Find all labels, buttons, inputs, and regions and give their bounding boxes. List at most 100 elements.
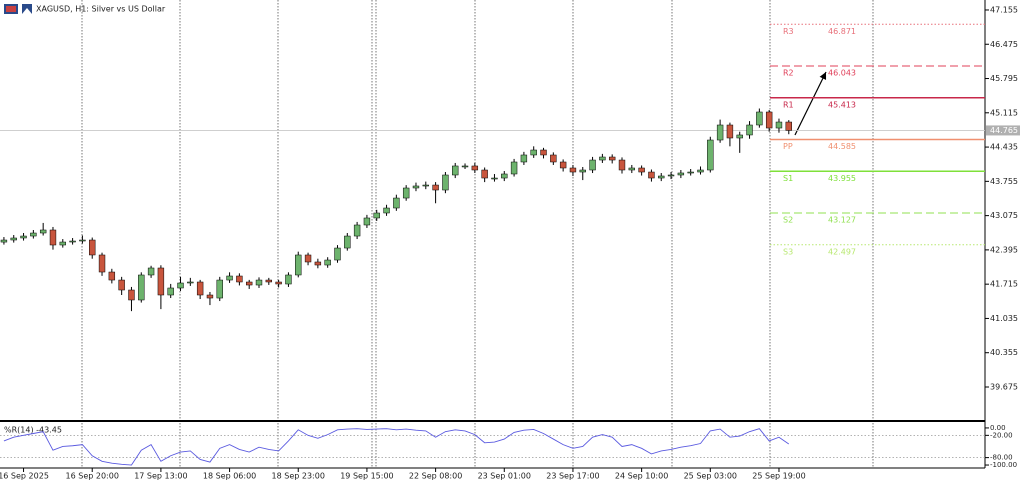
x-tick-label: 19 Sep 15:00: [340, 472, 393, 481]
wpr-line: [3, 428, 790, 466]
candle-body: [520, 154, 528, 163]
candle-body: [422, 184, 429, 187]
y-tick-label: -80.00: [990, 454, 1013, 462]
pivot-value: 43.127: [828, 215, 856, 224]
y-tick-label: 43.075: [990, 211, 1018, 220]
y-tick-label: 45.115: [990, 108, 1018, 117]
candle-body: [79, 239, 86, 242]
candle-body: [501, 173, 508, 179]
x-tick-label: 18 Sep 06:00: [203, 472, 256, 481]
candle-body: [687, 171, 694, 174]
symbol-icon: [4, 4, 32, 14]
candle-body: [363, 217, 371, 226]
candle-body: [726, 124, 734, 139]
candle-body: [128, 289, 135, 301]
candle-body: [481, 169, 488, 179]
pivot-name: PP: [783, 142, 793, 151]
candle-body: [98, 254, 106, 273]
y-tick-label: 0.00: [990, 424, 1006, 432]
candle-body: [716, 124, 724, 141]
candle-body: [167, 287, 174, 296]
candle-body: [49, 229, 57, 246]
candle-body: [765, 111, 773, 129]
period-separators: [81, 0, 874, 468]
x-tick-label: 16 Sep 20:00: [66, 472, 119, 481]
candle-body: [608, 156, 616, 161]
y-tick-label: 45.795: [990, 74, 1018, 83]
last-price-label: 44.765: [990, 126, 1018, 135]
x-tick-label: 22 Sep 08:00: [409, 472, 462, 481]
pivot-name: S1: [783, 174, 793, 183]
candle-body: [187, 281, 194, 284]
chart-title: XAGUSD, H1: Silver vs US Dollar: [36, 5, 166, 14]
candle-body: [510, 161, 518, 175]
x-tick-label: 23 Sep 01:00: [478, 472, 531, 481]
candle-body: [39, 229, 47, 234]
candle-body: [108, 271, 116, 281]
y-tick-label: 47.155: [990, 5, 1018, 14]
candle-body: [196, 281, 204, 296]
candle-body: [393, 197, 400, 209]
pivot-name: S3: [783, 247, 793, 256]
candle-body: [157, 267, 165, 296]
candle-body: [736, 134, 743, 139]
candle-body: [589, 159, 596, 171]
candle-body: [353, 224, 361, 237]
candle-body: [147, 267, 155, 276]
candle-body: [550, 154, 557, 163]
candle-body: [628, 167, 636, 171]
candle-body: [10, 237, 17, 241]
candle-body: [30, 232, 37, 237]
candle-body: [334, 247, 341, 261]
x-tick-label: 23 Sep 17:00: [546, 472, 599, 481]
candle-body: [697, 169, 704, 173]
candle-body: [344, 235, 351, 249]
candle-body: [785, 121, 792, 131]
pivot-value: 44.585: [828, 142, 856, 151]
candle-body: [491, 177, 498, 180]
y-tick-label: 41.715: [990, 280, 1018, 289]
candle-body: [559, 161, 567, 169]
candle-body: [569, 167, 577, 173]
y-tick-label: 39.675: [990, 382, 1018, 391]
x-tick-label: 25 Sep 19:00: [752, 472, 805, 481]
candle-body: [236, 275, 243, 283]
pivot-name: R3: [783, 27, 794, 36]
y-tick-label: -100.00: [990, 461, 1017, 469]
y-tick-label: 46.475: [990, 40, 1018, 49]
candle-body: [138, 274, 145, 301]
candle-body: [373, 212, 380, 219]
candle-body: [638, 167, 645, 173]
candle-body: [402, 187, 410, 199]
candle-body: [452, 165, 459, 176]
y-tick-label: 40.355: [990, 348, 1018, 357]
candle-body: [658, 175, 665, 179]
candle-body: [216, 279, 223, 299]
candle-body: [59, 241, 66, 246]
pivot-name: R1: [783, 100, 794, 109]
y-tick-label: -20.00: [990, 431, 1013, 439]
candle-body: [275, 281, 282, 285]
candle-body: [579, 169, 586, 173]
y-tick-label: 41.035: [990, 314, 1018, 323]
candle-body: [412, 185, 420, 189]
pivot-value: 46.871: [828, 27, 856, 36]
candle-body: [89, 239, 96, 256]
indicator-label: %R(14) -43.45: [4, 426, 62, 435]
candle-body: [432, 184, 439, 191]
y-tick-label: 44.435: [990, 143, 1018, 152]
candle-body: [530, 149, 537, 156]
last-price-box: [986, 125, 1020, 136]
candle-body: [677, 172, 685, 176]
x-tick-label: 25 Sep 03:00: [684, 472, 737, 481]
candle-body: [599, 156, 606, 161]
candle-body: [246, 281, 253, 286]
candle-body: [383, 207, 390, 214]
candle-body: [177, 282, 184, 289]
candle-body: [324, 259, 331, 266]
y-tick-label: 42.395: [990, 245, 1018, 254]
candle-body: [314, 261, 322, 266]
candle-body: [667, 174, 675, 177]
